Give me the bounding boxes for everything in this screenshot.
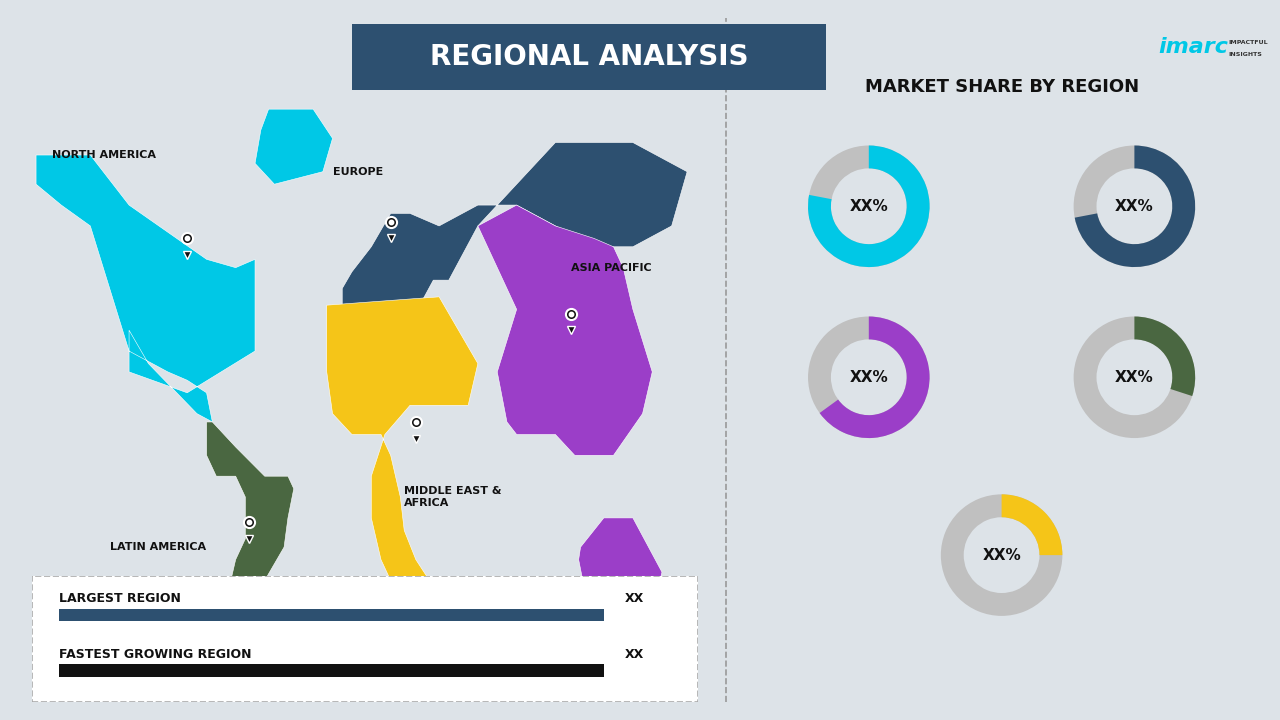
Wedge shape — [1001, 495, 1062, 555]
Text: XX%: XX% — [982, 548, 1021, 562]
Text: MARKET SHARE BY REGION: MARKET SHARE BY REGION — [864, 78, 1139, 96]
Wedge shape — [1074, 317, 1196, 438]
Polygon shape — [342, 143, 687, 305]
Polygon shape — [477, 205, 653, 455]
Text: ASIA PACIFIC: ASIA PACIFIC — [571, 263, 652, 273]
Text: XX: XX — [625, 592, 644, 606]
Text: XX%: XX% — [1115, 370, 1153, 384]
Wedge shape — [1134, 317, 1196, 396]
FancyBboxPatch shape — [59, 609, 604, 621]
Text: REGIONAL ANALYSIS: REGIONAL ANALYSIS — [430, 43, 748, 71]
Text: IMPACTFUL: IMPACTFUL — [1229, 40, 1268, 45]
Text: MIDDLE EAST &
AFRICA: MIDDLE EAST & AFRICA — [404, 486, 502, 508]
Wedge shape — [808, 317, 929, 438]
Polygon shape — [206, 422, 294, 685]
Wedge shape — [1075, 145, 1196, 267]
Text: LATIN AMERICA: LATIN AMERICA — [110, 542, 206, 552]
Polygon shape — [326, 297, 477, 614]
Text: XX%: XX% — [850, 370, 888, 384]
Polygon shape — [36, 155, 255, 422]
Wedge shape — [941, 495, 1062, 616]
Text: XX%: XX% — [850, 199, 888, 214]
Text: XX%: XX% — [1115, 199, 1153, 214]
Text: EUROPE: EUROPE — [333, 167, 383, 176]
FancyBboxPatch shape — [32, 576, 698, 702]
Wedge shape — [808, 145, 929, 267]
Text: INSIGHTS: INSIGHTS — [1229, 52, 1262, 57]
Text: XX: XX — [625, 647, 644, 661]
Polygon shape — [579, 518, 662, 614]
Polygon shape — [255, 109, 333, 184]
Wedge shape — [1074, 145, 1196, 267]
Text: LARGEST REGION: LARGEST REGION — [59, 592, 180, 606]
Wedge shape — [819, 317, 929, 438]
Wedge shape — [808, 145, 929, 267]
Text: imarc: imarc — [1158, 37, 1229, 57]
Text: FASTEST GROWING REGION: FASTEST GROWING REGION — [59, 647, 251, 661]
Text: NORTH AMERICA: NORTH AMERICA — [51, 150, 156, 160]
FancyBboxPatch shape — [59, 664, 604, 677]
